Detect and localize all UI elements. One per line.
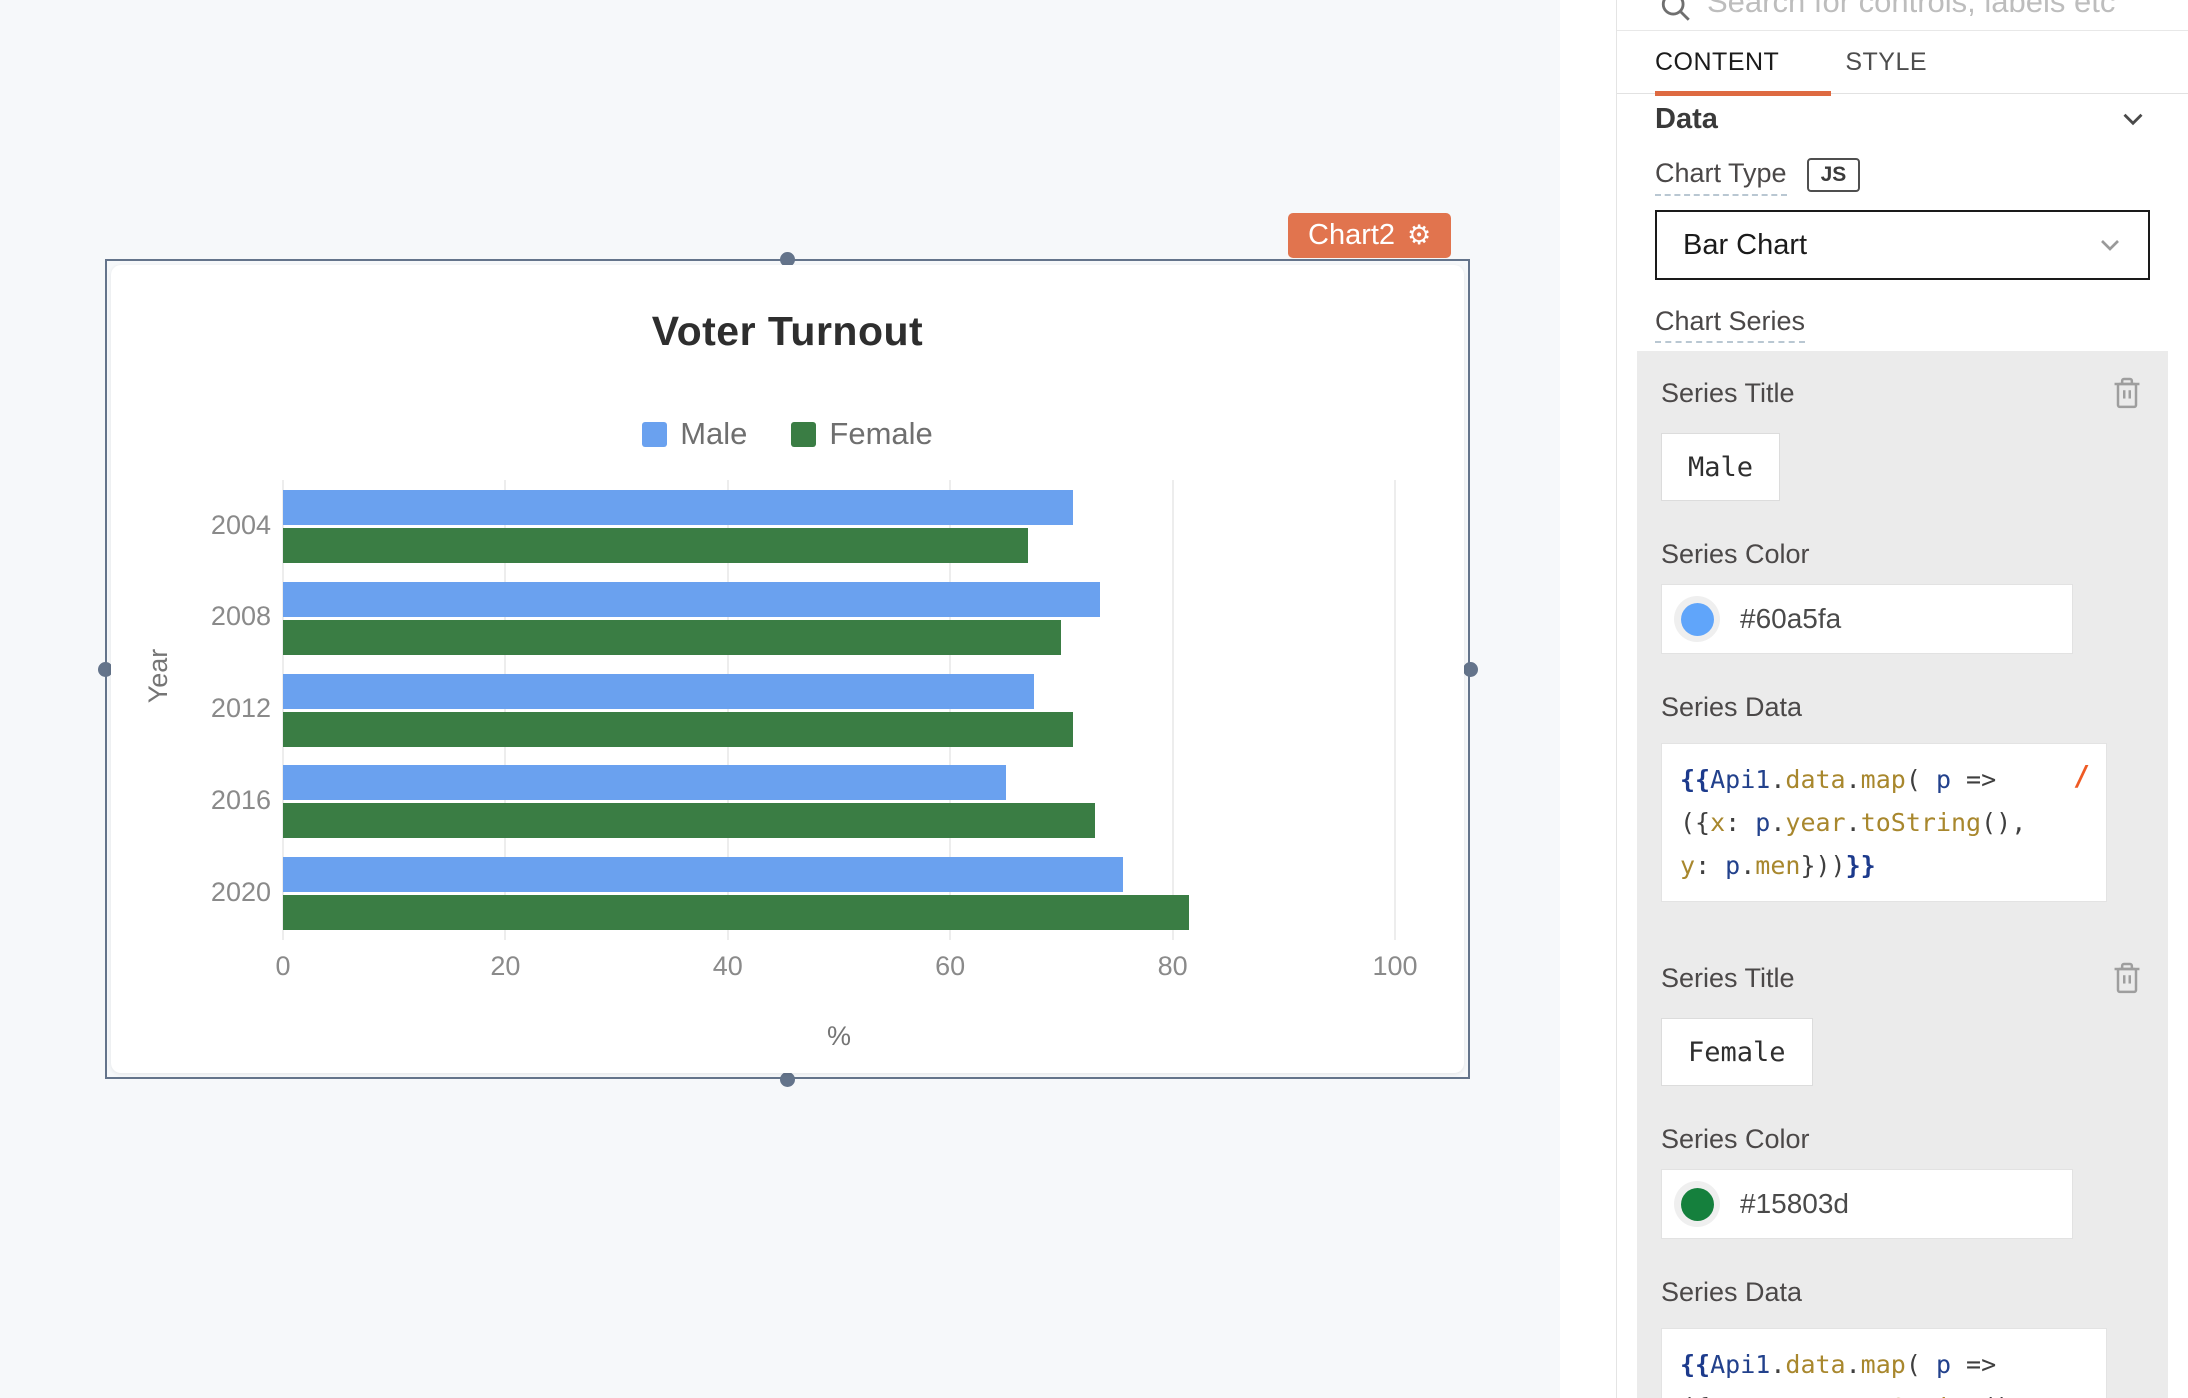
- bar-male-2012: [283, 673, 1034, 709]
- resize-handle-left[interactable]: [98, 662, 113, 677]
- y-tick-label: 2016: [210, 784, 271, 815]
- x-tick-label: 60: [935, 951, 966, 981]
- search-icon: [1661, 0, 1690, 21]
- grid-line: [1394, 480, 1396, 940]
- code-line: ({x: p.year.toString(),: [1680, 808, 2027, 837]
- search-placeholder: Search for controls, labels etc: [1707, 0, 2116, 19]
- bar-female-2012: [283, 711, 1073, 747]
- x-tick-label: 100: [1372, 951, 1418, 981]
- series-data-label: Series Data: [1661, 692, 1803, 722]
- bar-male-2008: [283, 581, 1101, 617]
- y-axis-categories: 2004 2008 2012 2016 2020: [155, 480, 271, 940]
- chart-type-dropdown[interactable]: Bar Chart: [1655, 210, 2150, 280]
- y-tick-label: 2012: [210, 693, 271, 723]
- chart-title: Voter Turnout: [651, 308, 924, 354]
- code-line: {{Api1.data.map( p =>: [1680, 765, 1997, 794]
- bar-female-2004: [283, 528, 1029, 563]
- grid-line: [726, 480, 729, 940]
- legend-item-female[interactable]: Female: [791, 416, 933, 452]
- js-toggle-button[interactable]: JS: [1806, 158, 1861, 192]
- legend-label: Male: [680, 416, 748, 451]
- widget-name-badge[interactable]: Chart2 ⚙: [1288, 213, 1452, 258]
- series-title-label: Series Title: [1661, 377, 1795, 408]
- grid-line: [949, 480, 952, 940]
- gear-icon[interactable]: ⚙: [1407, 220, 1432, 250]
- widget-name-label: Chart2: [1308, 219, 1396, 251]
- bar-female-2008: [283, 619, 1062, 655]
- series-group-male: Series Title Male Series Color: [1661, 375, 2144, 902]
- series-color-label: Series Color: [1661, 1124, 1810, 1154]
- legend-swatch: [791, 421, 817, 447]
- tab-style[interactable]: STYLE: [1845, 47, 1928, 76]
- chart-type-value: Bar Chart: [1683, 228, 1808, 261]
- bar-female-2020: [283, 895, 1190, 930]
- color-hex-value: #15803d: [1740, 1188, 1850, 1219]
- chart-type-label: Chart Type: [1655, 158, 1787, 196]
- bar-male-2016: [283, 765, 1006, 801]
- chart-series-card: Series Title Male Series Color: [1637, 351, 2168, 1398]
- legend-swatch: [642, 421, 668, 447]
- active-tab-indicator: [1655, 91, 1831, 96]
- grid-line: [282, 480, 284, 940]
- y-axis-title: Year: [143, 648, 173, 704]
- property-pane: Search for controls, labels etc CONTENT …: [1616, 0, 2188, 1398]
- legend-item-male[interactable]: Male: [642, 416, 747, 452]
- x-tick-label: 40: [712, 951, 743, 981]
- chevron-down-icon: [2116, 102, 2150, 136]
- chart-widget[interactable]: [111, 265, 1464, 1073]
- color-swatch[interactable]: [1674, 596, 1720, 642]
- bar-male-2020: [283, 857, 1123, 892]
- trash-icon[interactable]: [2110, 960, 2144, 996]
- property-search[interactable]: Search for controls, labels etc: [1617, 0, 2188, 31]
- series-data-code-editor[interactable]: {{Api1.data.map( p => ({x: p.year.toStrin…: [1661, 1328, 2107, 1398]
- resize-handle-top[interactable]: [780, 252, 795, 267]
- chart-legend: Male Female: [111, 416, 1464, 452]
- trash-icon[interactable]: [2110, 375, 2144, 411]
- editor-canvas[interactable]: Chart2 ⚙ Voter Turnout Male Female 2004 20…: [0, 0, 1560, 1398]
- y-tick-label: 2008: [210, 601, 271, 632]
- series-data-label: Series Data: [1661, 1277, 1803, 1307]
- bar-female-2016: [283, 803, 1095, 839]
- series-group-female: Series Title Female Series Color: [1661, 960, 2144, 1398]
- series-title-input[interactable]: Male: [1661, 433, 1781, 501]
- x-tick-label: 80: [1157, 951, 1188, 981]
- code-line: y: p.men}))}}: [1680, 851, 1876, 880]
- series-title-label: Series Title: [1661, 962, 1795, 993]
- x-tick-label: 0: [275, 951, 291, 981]
- property-tabs: CONTENT STYLE: [1617, 31, 2188, 96]
- code-line: ({x: p.year.toString(),: [1680, 1386, 2088, 1398]
- tab-content[interactable]: CONTENT: [1655, 47, 1780, 76]
- chevron-down-icon: [2094, 229, 2126, 261]
- section-data-title: Data: [1655, 102, 1718, 135]
- color-hex-value: #60a5fa: [1740, 603, 1842, 634]
- y-tick-label: 2020: [210, 876, 271, 907]
- x-axis-ticks: 0 20 40 60 80 100: [275, 951, 1417, 985]
- x-tick-label: 20: [490, 951, 521, 981]
- grid-line: [1171, 480, 1174, 940]
- series-color-input[interactable]: #15803d: [1661, 1169, 2073, 1239]
- legend-label: Female: [829, 416, 933, 451]
- series-color-input[interactable]: #60a5fa: [1661, 584, 2073, 654]
- plot-area: [282, 480, 1396, 940]
- series-data-code-editor[interactable]: / {{Api1.data.map( p => ({x: p.year.toStr…: [1661, 743, 2107, 902]
- bar-male-2004: [283, 490, 1073, 525]
- code-line: {{Api1.data.map( p =>: [1680, 1350, 1997, 1379]
- resize-handle-right[interactable]: [1463, 662, 1478, 677]
- slash-command-icon[interactable]: /: [2073, 759, 2090, 792]
- chart-series-label: Chart Series: [1655, 306, 1806, 343]
- y-tick-label: 2004: [210, 509, 271, 540]
- series-title-input[interactable]: Female: [1661, 1018, 1813, 1086]
- resize-handle-bottom[interactable]: [780, 1072, 795, 1087]
- series-color-label: Series Color: [1661, 539, 1810, 569]
- color-swatch[interactable]: [1674, 1181, 1720, 1227]
- section-data-header[interactable]: Data: [1655, 102, 2150, 136]
- x-axis-title: %: [826, 1021, 851, 1051]
- grid-line: [504, 480, 507, 940]
